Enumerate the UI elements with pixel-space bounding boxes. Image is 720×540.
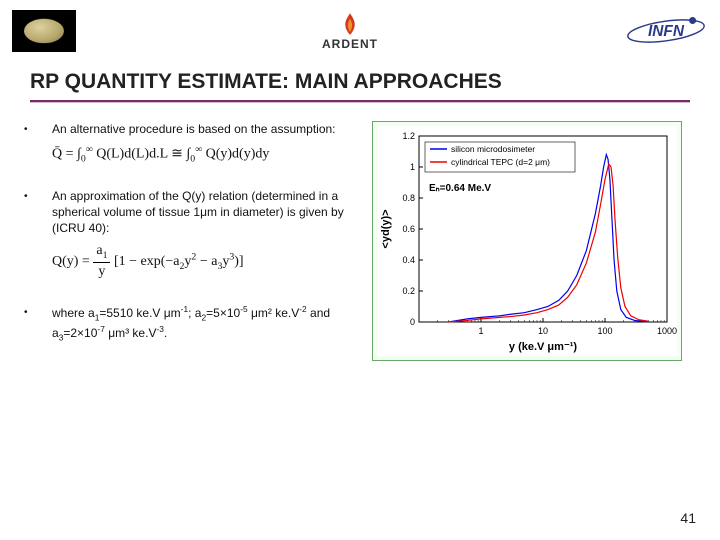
- svg-text:Eₙ=0.64 Me.V: Eₙ=0.64 Me.V: [429, 183, 491, 194]
- svg-text:cylindrical TEPC (d=2 μm): cylindrical TEPC (d=2 μm): [451, 157, 550, 167]
- b3-t8: μm³ ke.V: [105, 326, 157, 340]
- svg-text:<yd(y)>: <yd(y)>: [380, 209, 392, 248]
- b3-t2: =5510 ke.V μm: [99, 306, 180, 320]
- b3-t7: =2×10: [63, 326, 97, 340]
- ydy-chart: 0 0.2 0.4 0.6 0.8 1 1.2 1 10 100 1000 y (ke.V μm⁻¹)…: [377, 126, 677, 356]
- svg-text:0.2: 0.2: [402, 286, 415, 296]
- bullet-2-text: An approximation of the Q(y) relation (d…: [52, 188, 344, 237]
- bullet-dot: •: [24, 121, 30, 137]
- svg-text:10: 10: [538, 326, 548, 336]
- bullet-3: • where a1=5510 ke.V μm-1; a2=5×10-5 μm²…: [24, 304, 344, 343]
- svg-text:1000: 1000: [657, 326, 677, 336]
- bullet-1-text: An alternative procedure is based on the…: [52, 121, 336, 137]
- infn-icon: INFN: [624, 11, 708, 51]
- header-bar: ARDENT INFN: [0, 0, 720, 60]
- chart-column: 0 0.2 0.4 0.6 0.8 1 1.2 1 10 100 1000 y (ke.V μm⁻¹)…: [354, 121, 700, 361]
- b3-t9: .: [164, 326, 167, 340]
- svg-text:0.8: 0.8: [402, 193, 415, 203]
- svg-text:100: 100: [597, 326, 612, 336]
- coin-image: [12, 10, 76, 52]
- text-column: • An alternative procedure is based on t…: [24, 121, 344, 361]
- bullet-1: • An alternative procedure is based on t…: [24, 121, 344, 137]
- svg-text:0.6: 0.6: [402, 224, 415, 234]
- ardent-logo: ARDENT: [322, 11, 378, 51]
- chart-frame: 0 0.2 0.4 0.6 0.8 1 1.2 1 10 100 1000 y (ke.V μm⁻¹)…: [372, 121, 682, 361]
- b3-t3: ; a: [188, 306, 201, 320]
- page-title: RP QUANTITY ESTIMATE: MAIN APPROACHES: [30, 70, 690, 100]
- bullet-2: • An approximation of the Q(y) relation …: [24, 188, 344, 237]
- b3-t5: μm² ke.V: [248, 306, 300, 320]
- chart-svg: 0 0.2 0.4 0.6 0.8 1 1.2 1 10 100 1000 y (ke.V μm⁻¹)…: [377, 126, 677, 356]
- content-area: • An alternative procedure is based on t…: [0, 103, 720, 361]
- b3-t1: where a: [52, 306, 95, 320]
- ardent-label: ARDENT: [322, 37, 378, 51]
- formula-qy: Q(y) = a1y [1 − exp(−a2y2 − a3y3)]: [52, 242, 344, 282]
- b3-t4: =5×10: [206, 306, 240, 320]
- flame-icon: [341, 11, 359, 37]
- title-block: RP QUANTITY ESTIMATE: MAIN APPROACHES: [0, 60, 720, 103]
- coin-logo: [12, 10, 76, 52]
- infn-logo: INFN: [624, 11, 708, 51]
- svg-text:INFN: INFN: [648, 23, 685, 40]
- svg-text:1: 1: [478, 326, 483, 336]
- bullet-3-text: where a1=5510 ke.V μm-1; a2=5×10-5 μm² k…: [52, 304, 344, 343]
- svg-text:0.4: 0.4: [402, 255, 415, 265]
- svg-text:y (ke.V μm⁻¹): y (ke.V μm⁻¹): [509, 341, 578, 353]
- svg-text:1.2: 1.2: [402, 131, 415, 141]
- svg-text:silicon microdosimeter: silicon microdosimeter: [451, 144, 535, 154]
- svg-text:1: 1: [410, 162, 415, 172]
- bullet-dot: •: [24, 188, 30, 237]
- bullet-dot: •: [24, 304, 30, 343]
- formula-qbar: Q̄ = ∫0∞ Q(L)d(L)d.L ≅ ∫0∞ Q(y)d(y)dy: [52, 143, 344, 166]
- page-number: 41: [680, 510, 696, 526]
- svg-text:0: 0: [410, 317, 415, 327]
